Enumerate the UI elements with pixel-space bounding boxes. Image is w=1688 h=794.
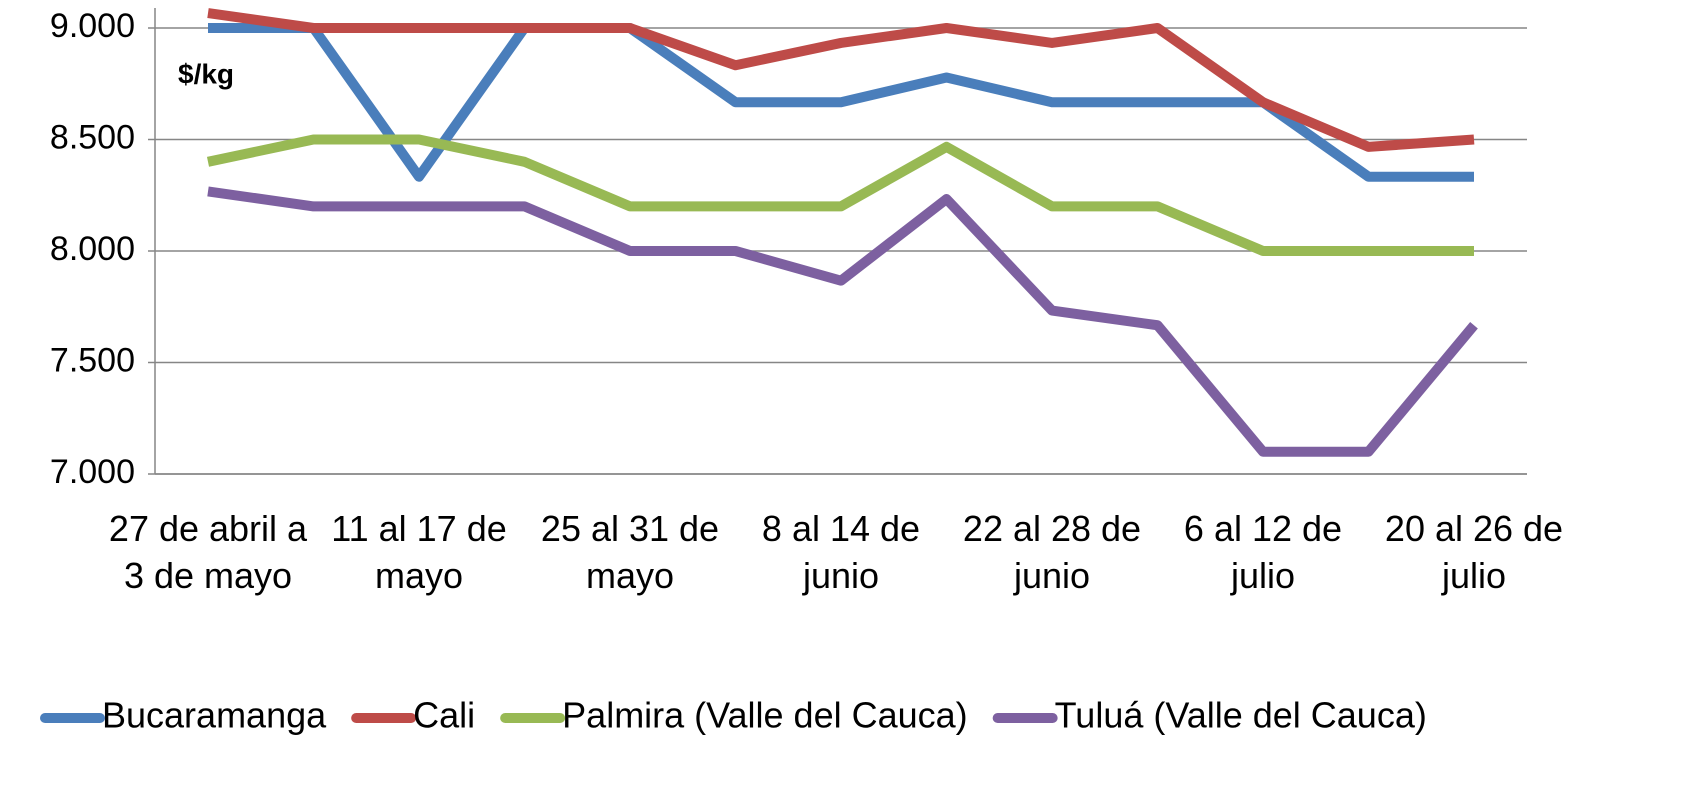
legend-label: Bucaramanga: [102, 695, 327, 736]
series-line: [207, 186, 1478, 457]
y-tick-label: 7.000: [50, 453, 135, 491]
x-tick-label: 8 al 14 de junio: [761, 508, 921, 596]
series-line: [207, 8, 1475, 152]
series-line: [208, 23, 1474, 182]
x-tick-label: 25 al 31 de mayo: [540, 508, 720, 596]
y-tick-label: 8.000: [50, 230, 135, 268]
x-tick-label: 6 al 12 de julio: [1183, 508, 1343, 596]
x-tick-label: 20 al 26 de julio: [1384, 508, 1564, 596]
x-tick-label: 22 al 28 de junio: [962, 508, 1142, 596]
series-line: [206, 134, 1474, 256]
y-tick-label: 8.500: [50, 118, 135, 156]
unit-annotation: $/kg: [178, 58, 234, 89]
y-tick-label: 9.000: [50, 7, 135, 45]
legend-label: Cali: [413, 695, 475, 736]
legend-label: Tuluá (Valle del Cauca): [1055, 695, 1427, 736]
x-tick-label: 27 de abril a 3 de mayo: [108, 508, 308, 596]
x-tick-label: 11 al 17 de mayo: [331, 508, 507, 596]
y-tick-label: 7.500: [50, 341, 135, 379]
legend-label: Palmira (Valle del Cauca): [562, 695, 968, 736]
